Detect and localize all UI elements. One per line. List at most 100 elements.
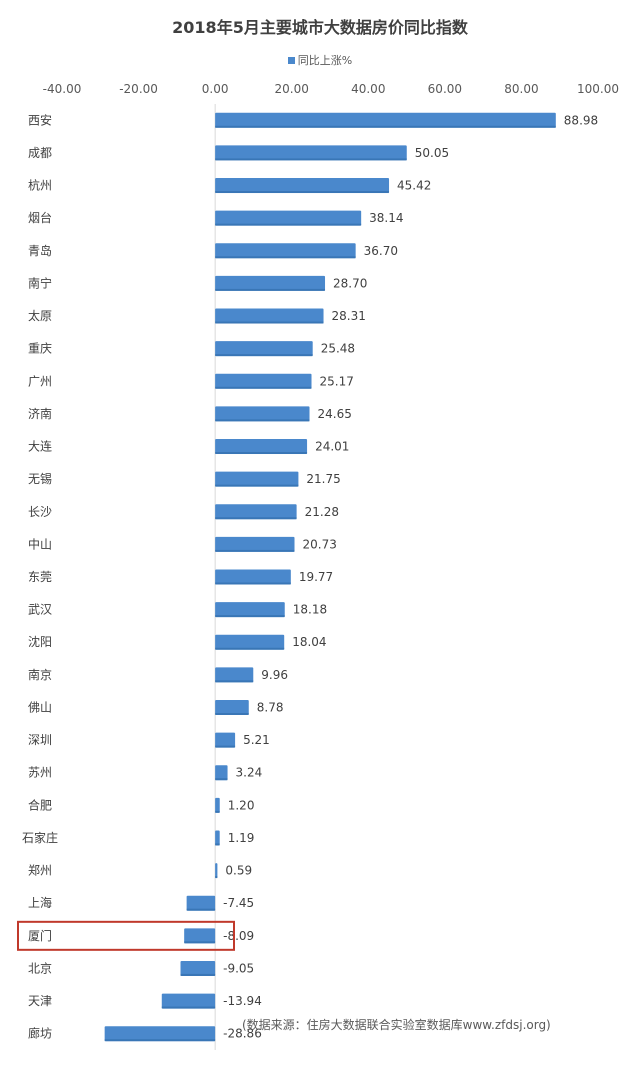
category-label: 太原 bbox=[28, 308, 52, 323]
bar-shadow bbox=[215, 810, 220, 813]
legend-swatch bbox=[287, 56, 295, 64]
category-label: 郑州 bbox=[28, 863, 52, 878]
x-tick-label: 60.00 bbox=[428, 82, 462, 96]
data-label: -28.86 bbox=[223, 1027, 262, 1041]
bar bbox=[215, 341, 313, 357]
data-label: 28.31 bbox=[332, 309, 366, 323]
data-label: -8.09 bbox=[223, 929, 254, 943]
data-label: 19.77 bbox=[299, 570, 333, 584]
bar bbox=[215, 634, 285, 650]
bar bbox=[215, 765, 228, 781]
category-label: 成都 bbox=[28, 146, 52, 160]
category-label: 深圳 bbox=[28, 733, 52, 747]
category-label: 大连 bbox=[28, 439, 52, 454]
category-label: 苏州 bbox=[28, 766, 52, 780]
bar bbox=[215, 797, 220, 813]
x-tick-label: 40.00 bbox=[351, 82, 385, 96]
bar bbox=[215, 373, 312, 389]
bar bbox=[161, 993, 216, 1009]
bar-shadow bbox=[104, 1039, 216, 1042]
bar bbox=[215, 830, 220, 846]
bar-shadow bbox=[215, 712, 249, 715]
bar bbox=[104, 1026, 216, 1042]
x-tick-label: -20.00 bbox=[119, 82, 158, 96]
category-label: 南宁 bbox=[28, 275, 52, 290]
legend-label: 同比上涨% bbox=[297, 54, 353, 67]
category-label: 广州 bbox=[28, 374, 52, 388]
category-label: 天津 bbox=[28, 994, 52, 1008]
data-label: 9.96 bbox=[261, 668, 288, 682]
data-label: 25.17 bbox=[320, 374, 354, 388]
bar bbox=[215, 308, 324, 324]
bar bbox=[215, 243, 356, 259]
bar bbox=[215, 536, 295, 552]
data-label: 20.73 bbox=[303, 537, 337, 551]
data-label: 36.70 bbox=[364, 244, 398, 258]
bar-shadow bbox=[215, 549, 295, 552]
data-label: -9.05 bbox=[223, 961, 254, 975]
data-label: 50.05 bbox=[415, 146, 449, 160]
category-label: 合肥 bbox=[28, 797, 52, 812]
bar-shadow bbox=[215, 288, 326, 291]
category-label: 西安 bbox=[28, 112, 52, 127]
bar-shadow bbox=[186, 908, 216, 911]
category-label: 佛山 bbox=[28, 700, 52, 714]
x-tick-label: 100.00 bbox=[577, 82, 619, 96]
bar-shadow bbox=[215, 778, 228, 781]
x-tick-label: -40.00 bbox=[43, 82, 82, 96]
bar-shadow bbox=[215, 517, 297, 520]
bar-shadow bbox=[215, 582, 291, 585]
bar-shadow bbox=[161, 1006, 216, 1009]
bar bbox=[184, 928, 216, 944]
legend: 同比上涨% bbox=[0, 52, 640, 68]
x-tick-label: 80.00 bbox=[504, 82, 538, 96]
category-label: 石家庄 bbox=[22, 830, 58, 845]
bar bbox=[215, 471, 299, 487]
data-label: 25.48 bbox=[321, 342, 355, 356]
category-label: 中山 bbox=[28, 536, 52, 551]
bar bbox=[215, 178, 390, 194]
category-label: 青岛 bbox=[28, 243, 52, 258]
bar-shadow bbox=[215, 321, 324, 324]
bar-shadow bbox=[215, 615, 285, 618]
category-label: 廊坊 bbox=[28, 1026, 52, 1041]
data-label: -13.94 bbox=[223, 994, 262, 1008]
bar-shadow bbox=[215, 354, 313, 357]
bar bbox=[215, 406, 310, 422]
bar-shadow bbox=[180, 973, 216, 976]
bar-shadow bbox=[184, 941, 216, 944]
data-label: 3.24 bbox=[236, 766, 263, 780]
bar bbox=[215, 602, 285, 618]
bar bbox=[186, 895, 216, 911]
bar-shadow bbox=[215, 158, 407, 161]
category-label: 东莞 bbox=[28, 570, 52, 584]
bar-shadow bbox=[215, 386, 312, 389]
bar bbox=[215, 439, 308, 455]
bar-shadow bbox=[215, 680, 254, 683]
data-label: 18.18 bbox=[293, 603, 327, 617]
bar-shadow bbox=[215, 876, 218, 879]
x-tick-label: 20.00 bbox=[275, 82, 309, 96]
bar bbox=[215, 667, 254, 683]
data-label: 38.14 bbox=[369, 211, 403, 225]
category-label: 上海 bbox=[28, 895, 52, 910]
category-label: 重庆 bbox=[28, 342, 52, 356]
bar-shadow bbox=[215, 843, 220, 846]
category-label: 杭州 bbox=[28, 178, 52, 193]
data-label: 21.28 bbox=[305, 505, 339, 519]
data-label: 21.75 bbox=[306, 472, 340, 486]
highlight-box bbox=[17, 920, 235, 951]
bar bbox=[215, 275, 326, 291]
category-label: 长沙 bbox=[28, 505, 52, 519]
bar bbox=[215, 569, 291, 585]
data-label: 5.21 bbox=[243, 733, 270, 747]
source-note: (数据来源：住房大数据联合实验室数据库www.zfdsj.org) bbox=[242, 1018, 551, 1032]
category-label: 无锡 bbox=[28, 471, 52, 486]
data-label: 18.04 bbox=[292, 635, 326, 649]
category-label: 厦门 bbox=[28, 928, 52, 943]
bar-shadow bbox=[215, 223, 362, 226]
category-label: 济南 bbox=[28, 406, 52, 421]
category-label: 沈阳 bbox=[28, 634, 52, 649]
bar bbox=[215, 210, 362, 226]
